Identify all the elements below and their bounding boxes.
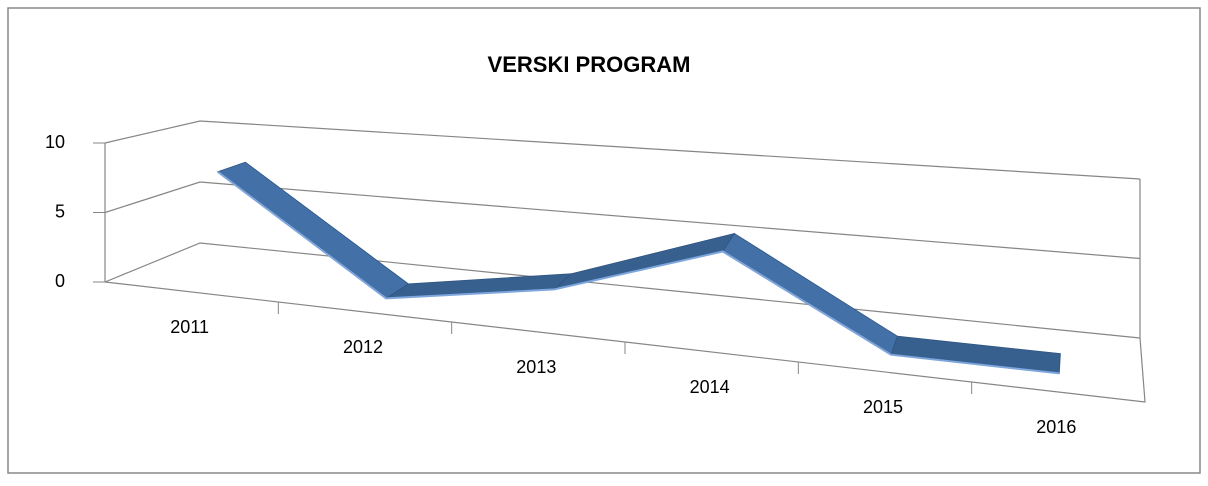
grid-line: [104, 120, 1141, 180]
x-tick-label: 2015: [863, 397, 903, 417]
x-tick-label: 2014: [690, 377, 730, 397]
x-tick-label: 2016: [1036, 417, 1076, 437]
chart-border: [7, 7, 1201, 474]
grid-line: [104, 181, 1141, 260]
y-tick-label: 5: [55, 201, 65, 221]
y-tick-label: 0: [55, 271, 65, 291]
line-front-edge: [217, 171, 1060, 375]
chart-title: VERSKI PROGRAM: [488, 52, 691, 77]
x-tick-label: 2012: [343, 337, 383, 357]
x-tick-label: 2011: [170, 317, 209, 337]
y-tick-label: 10: [45, 132, 65, 152]
x-tick-label: 2013: [516, 357, 556, 377]
